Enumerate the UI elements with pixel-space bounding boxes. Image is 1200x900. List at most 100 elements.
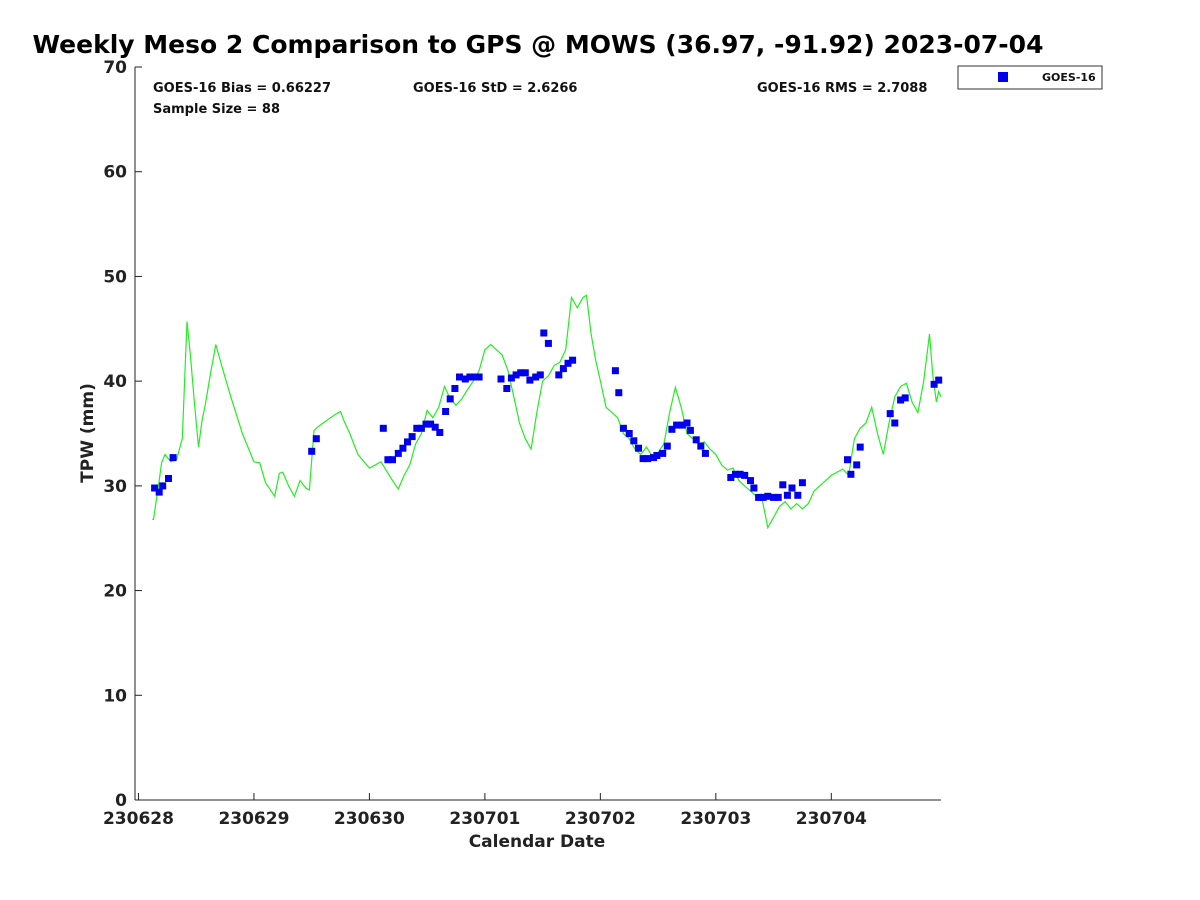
goes-data-point	[408, 433, 416, 441]
goes-data-point	[461, 375, 469, 383]
goes-data-point	[555, 371, 563, 379]
goes-data-point	[930, 380, 938, 388]
goes-data-point	[630, 437, 638, 445]
goes-data-point	[747, 477, 754, 485]
goes-data-point	[544, 339, 552, 347]
goes-data-point	[169, 454, 177, 462]
goes-data-point	[697, 442, 705, 450]
goes-data-point	[404, 438, 411, 446]
goes-data-point	[668, 425, 676, 433]
goes-marker-layer	[151, 329, 943, 501]
goes-data-point	[155, 488, 163, 496]
y-tick-label: 10	[103, 686, 127, 706]
gps-line-layer	[152, 294, 942, 530]
goes-data-point	[451, 385, 459, 392]
goes-data-point	[897, 396, 905, 404]
goes-data-point	[692, 436, 700, 444]
goes-data-point	[379, 424, 387, 432]
goes-data-point	[732, 470, 739, 478]
goes-data-point	[159, 482, 167, 490]
goes-data-point	[456, 373, 463, 381]
goes-data-point	[422, 420, 430, 428]
goes-data-point	[619, 424, 627, 432]
x-tick-label: 230629	[218, 809, 289, 829]
goes-data-point	[475, 373, 483, 381]
goes-data-point	[755, 493, 763, 501]
goes-data-point	[764, 492, 772, 500]
goes-data-point	[847, 470, 855, 478]
goes-data-point	[512, 371, 520, 379]
goes-data-point	[442, 408, 450, 415]
goes-data-point	[935, 376, 943, 384]
goes-data-point	[497, 375, 505, 383]
bias-stat: GOES-16 Bias = 0.66227	[153, 81, 331, 96]
goes-data-point	[471, 373, 478, 381]
rms-stat: GOES-16 RMS = 2.7088	[757, 81, 927, 96]
goes-data-point	[466, 373, 474, 381]
goes-data-point	[673, 421, 681, 429]
goes-data-point	[901, 394, 909, 402]
goes-data-point	[611, 367, 619, 375]
x-tick-label: 230702	[565, 809, 636, 829]
goes-data-point	[312, 435, 320, 443]
goes-data-point	[659, 449, 667, 457]
goes-data-point	[741, 471, 749, 479]
goes-data-point	[427, 420, 435, 428]
goes-data-point	[844, 456, 851, 464]
x-tick-label: 230628	[103, 809, 174, 829]
goes-data-point	[891, 419, 899, 427]
goes-data-point	[853, 461, 861, 469]
goes-data-point	[532, 373, 540, 381]
goes-data-point	[436, 429, 444, 436]
y-tick-label: 40	[103, 372, 127, 392]
goes-data-point	[615, 389, 623, 397]
goes-data-point	[536, 371, 544, 379]
y-tick-label: 30	[103, 477, 127, 497]
legend-box	[957, 65, 1103, 90]
x-axis-ticks: 230628 230629 230630 230701 230702 230703 2307…	[103, 793, 867, 829]
goes-data-point	[413, 424, 421, 432]
y-axis-label: TPW (mm)	[78, 383, 98, 483]
goes-data-point	[521, 369, 529, 377]
x-tick-label: 230704	[796, 809, 867, 829]
y-tick-label: 0	[115, 791, 127, 811]
plot-background	[135, 67, 941, 800]
y-tick-label: 20	[103, 582, 127, 602]
goes-data-point	[678, 421, 686, 429]
goes-data-point	[389, 456, 396, 464]
goes-data-point	[308, 447, 316, 455]
y-tick-label: 50	[103, 267, 127, 287]
goes-data-point	[625, 430, 633, 437]
legend: GOES-16	[957, 65, 1103, 90]
goes-data-point	[635, 444, 642, 452]
x-tick-label: 230630	[334, 809, 405, 829]
goes-data-point	[503, 385, 511, 392]
goes-data-point	[736, 470, 744, 478]
goes-data-point	[886, 410, 894, 418]
goes-data-point	[151, 484, 159, 492]
goes-data-point	[431, 423, 439, 431]
goes-data-point	[394, 449, 402, 457]
y-tick-label: 70	[103, 58, 127, 78]
goes-data-point	[417, 424, 425, 432]
goes-data-point	[856, 443, 864, 451]
goes-data-point	[794, 491, 802, 499]
legend-marker-icon	[998, 72, 1008, 82]
goes-data-point	[750, 484, 758, 492]
goes-data-point	[540, 329, 548, 337]
goes-data-point	[683, 419, 691, 427]
goes-data-point	[774, 493, 782, 501]
legend-entry-label: GOES-16	[1042, 71, 1096, 84]
goes-data-point	[446, 395, 454, 403]
y-tick-label: 60	[103, 163, 127, 183]
y-axis-ticks: 0 10 20 30 40 50 60 70	[103, 58, 142, 811]
gps-tpw-line	[152, 294, 942, 530]
goes-data-point	[727, 474, 735, 481]
goes-data-point	[663, 442, 671, 450]
goes-data-point	[783, 491, 791, 499]
std-stat: GOES-16 StD = 2.6266	[413, 81, 577, 96]
goes-data-point	[759, 493, 767, 501]
x-tick-label: 230703	[680, 809, 751, 829]
goes-data-point	[644, 455, 652, 463]
